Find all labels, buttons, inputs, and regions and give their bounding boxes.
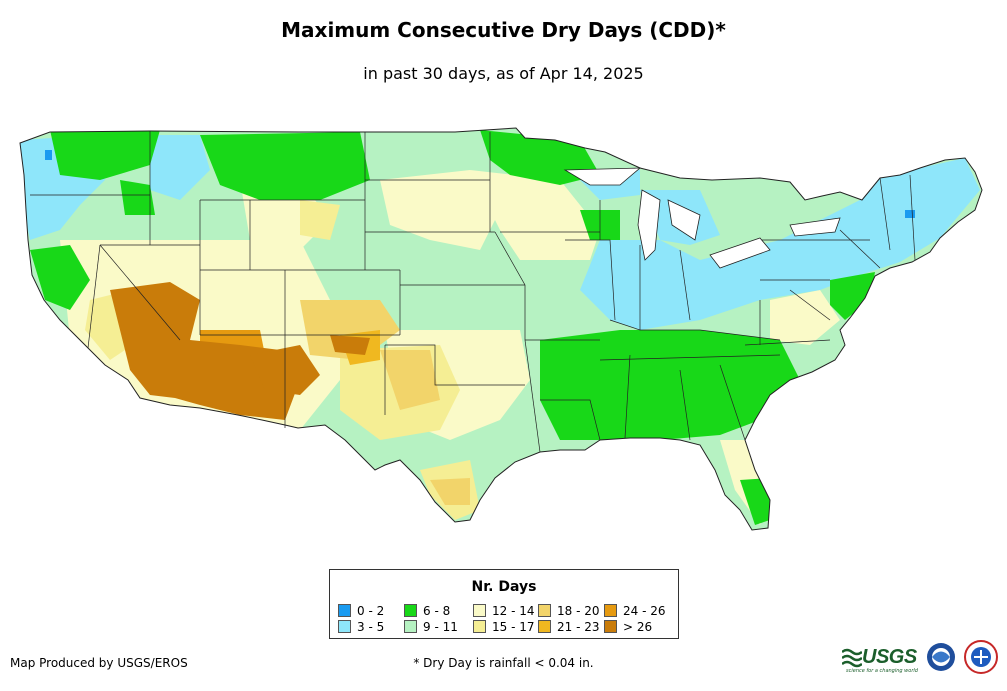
legend-item-0-2: 0 - 2 <box>338 604 384 618</box>
legend-swatch <box>338 620 351 633</box>
legend-swatch <box>338 604 351 617</box>
legend-item-24-26: 24 - 26 <box>604 604 666 618</box>
legend-label: 6 - 8 <box>423 604 451 618</box>
map-subtitle: in past 30 days, as of Apr 14, 2025 <box>363 64 644 83</box>
legend-swatch <box>538 620 551 633</box>
dry-day-footnote: * Dry Day is rainfall < 0.04 in. <box>413 656 594 670</box>
legend-swatch <box>404 620 417 633</box>
legend: Nr. Days 0 - 2 3 - 5 6 - 8 9 - 11 12 - 1… <box>329 569 679 639</box>
legend-swatch <box>473 620 486 633</box>
legend-item-18-20: 18 - 20 <box>538 604 600 618</box>
legend-label: 15 - 17 <box>492 620 535 634</box>
legend-swatch <box>604 604 617 617</box>
legend-swatch <box>604 620 617 633</box>
legend-item-3-5: 3 - 5 <box>338 620 384 634</box>
usgs-logo: USGS <box>862 646 917 668</box>
legend-item-9-11: 9 - 11 <box>404 620 458 634</box>
legend-item-15-17: 15 - 17 <box>473 620 535 634</box>
legend-label: 12 - 14 <box>492 604 535 618</box>
legend-item-12-14: 12 - 14 <box>473 604 535 618</box>
usgs-tagline: science for a changing world <box>846 668 918 674</box>
legend-swatch <box>538 604 551 617</box>
legend-label: 24 - 26 <box>623 604 666 618</box>
legend-label: 18 - 20 <box>557 604 600 618</box>
legend-swatch <box>404 604 417 617</box>
legend-item-6-8: 6 - 8 <box>404 604 450 618</box>
legend-item-21-23: 21 - 23 <box>538 620 600 634</box>
legend-label: > 26 <box>623 620 653 634</box>
weather-service-logo-icon <box>964 640 998 674</box>
cdd-map <box>19 127 983 531</box>
agency-logos: USGS science for a changing world <box>842 638 1002 678</box>
legend-label: 0 - 2 <box>357 604 385 618</box>
legend-label: 9 - 11 <box>423 620 458 634</box>
usgs-wave-icon <box>842 648 862 668</box>
map-credit: Map Produced by USGS/EROS <box>10 656 188 670</box>
legend-swatch <box>473 604 486 617</box>
legend-item-over-26: > 26 <box>604 620 652 634</box>
legend-label: 21 - 23 <box>557 620 600 634</box>
map-title: Maximum Consecutive Dry Days (CDD)* <box>281 18 726 42</box>
noaa-logo-icon <box>927 643 955 671</box>
legend-title: Nr. Days <box>471 579 537 595</box>
legend-label: 3 - 5 <box>357 620 385 634</box>
